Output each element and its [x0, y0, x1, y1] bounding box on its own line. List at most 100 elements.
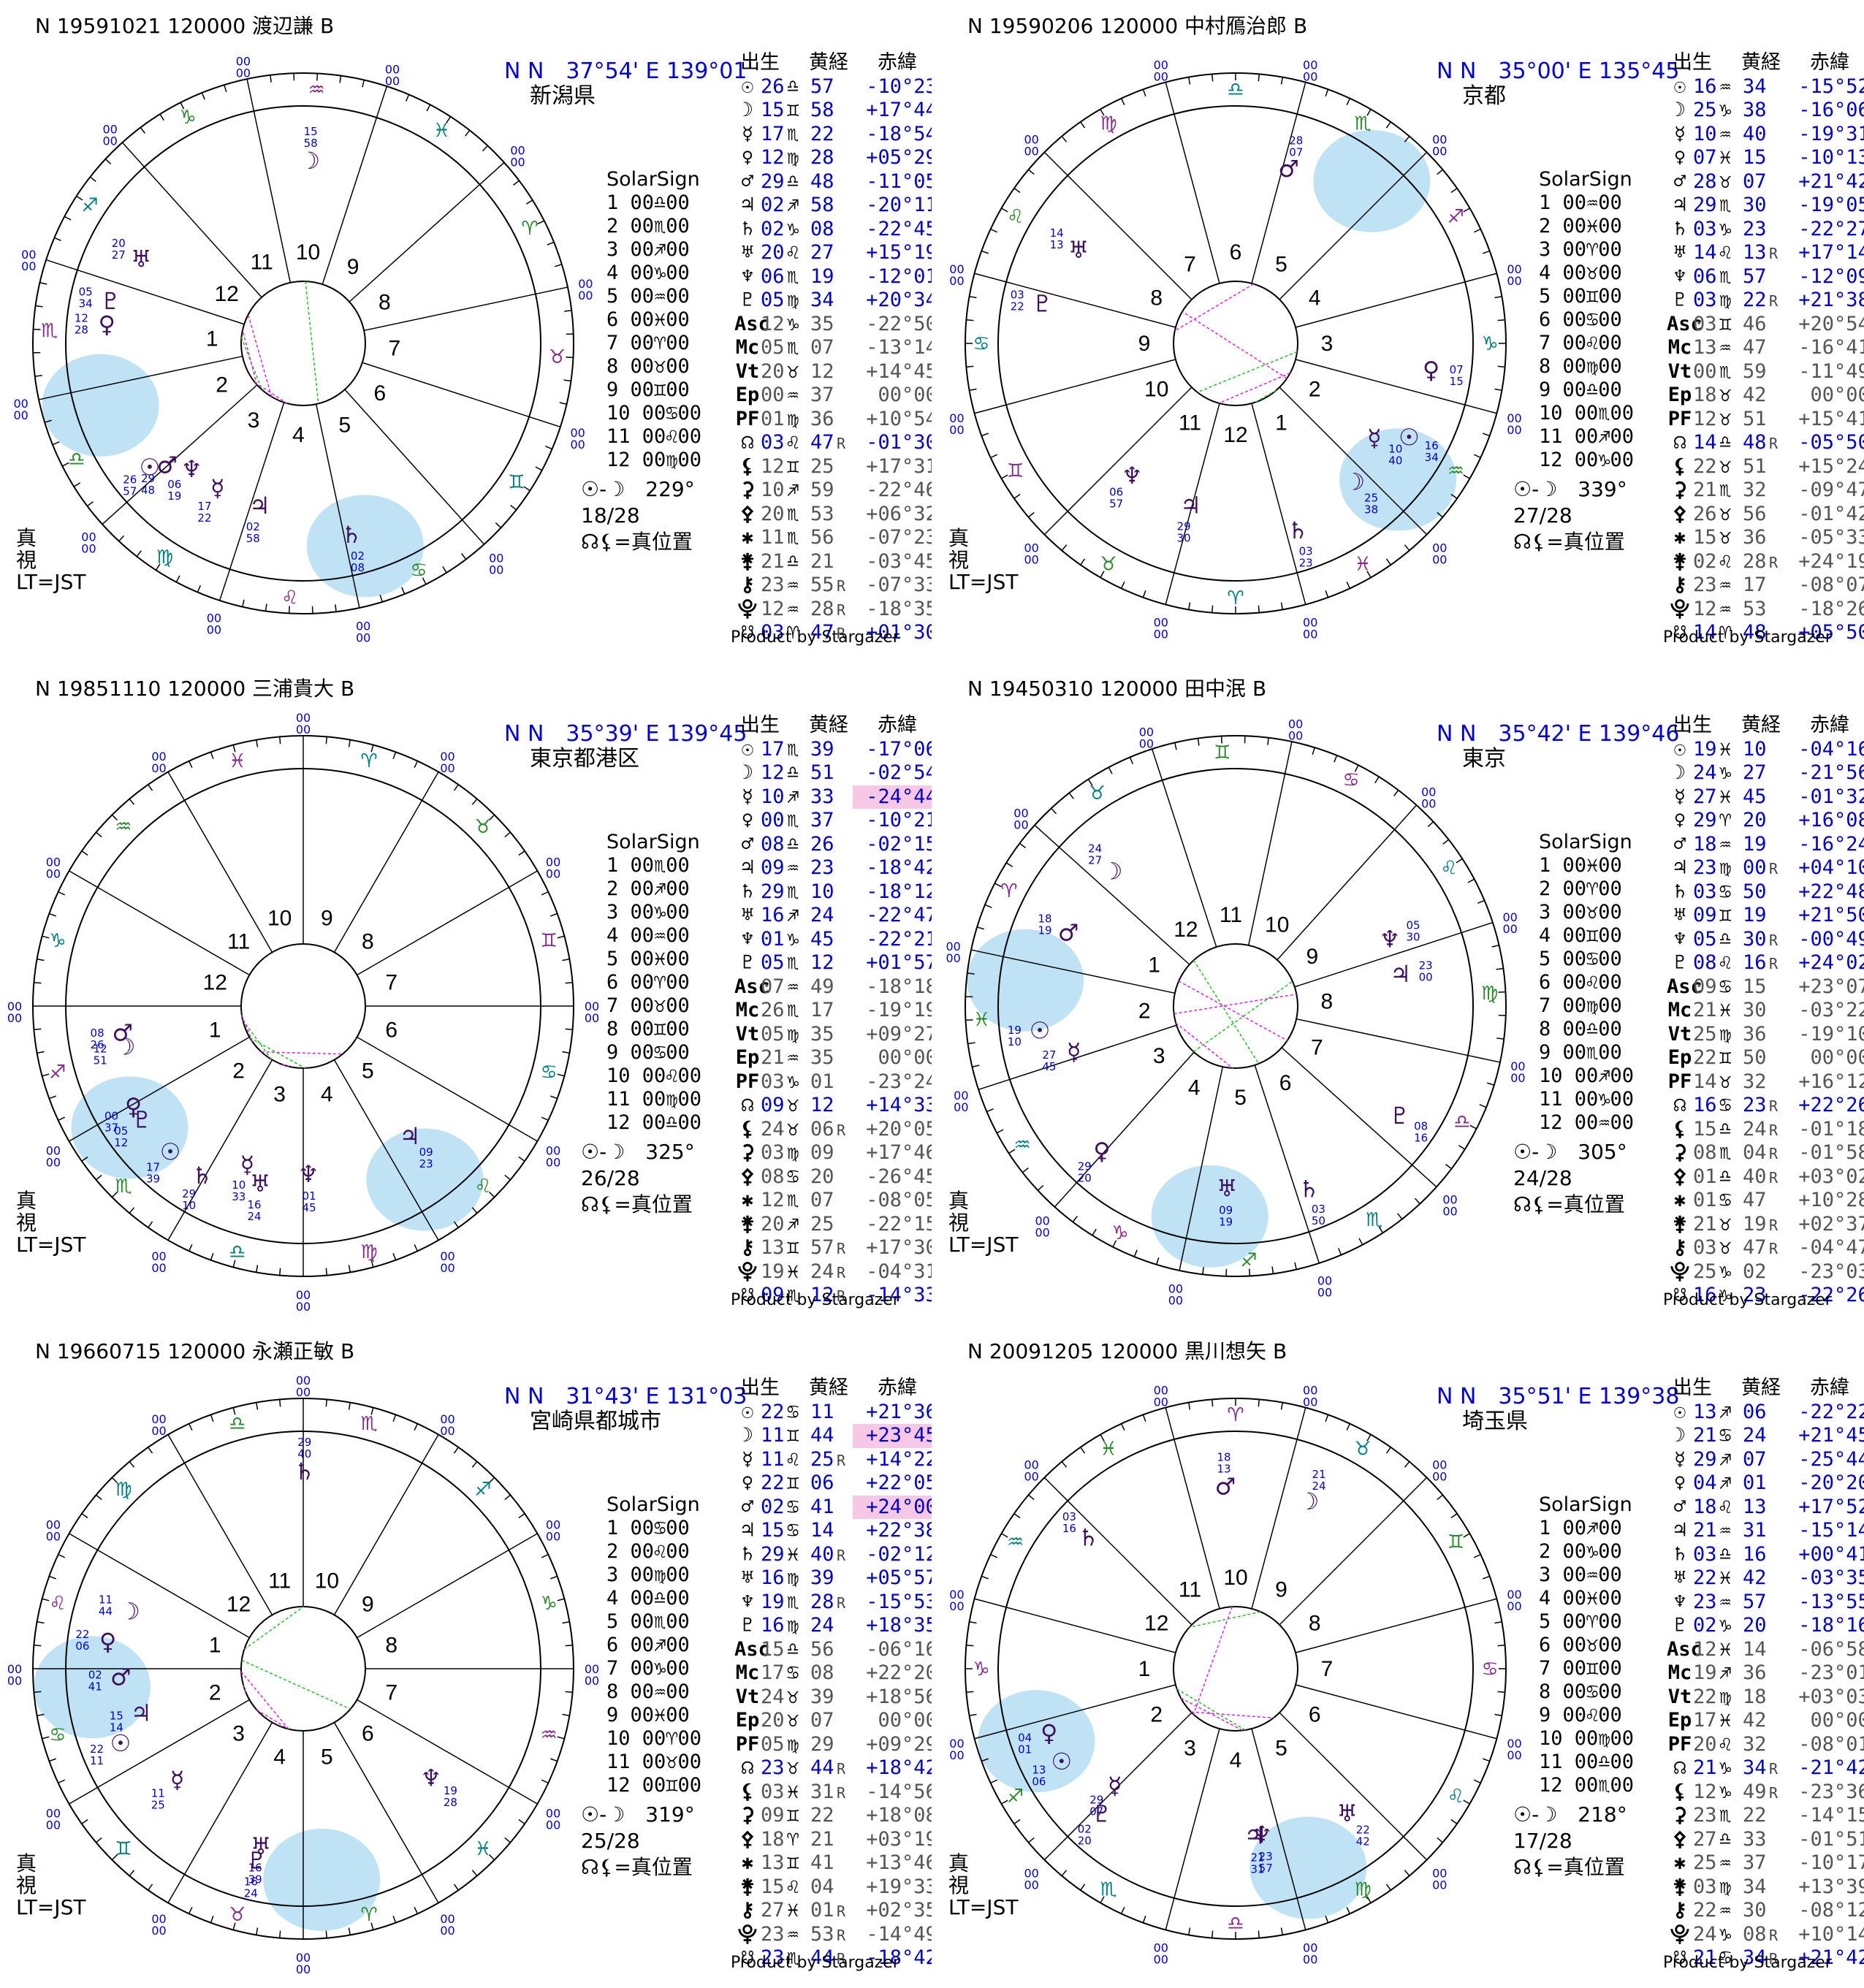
longitude-degree: 03 [761, 1070, 785, 1093]
solar-sign-list: SolarSign 1 00♒00 2 00♓00 3 00♈00 4 00♉00 5 0… [1539, 168, 1634, 472]
lunar-phase: 18/28 [581, 503, 640, 528]
house-number: 6 [1230, 240, 1242, 264]
cusp-minute: 00 [546, 1156, 560, 1170]
table-row: ⚷23♒55R-07°33' [734, 574, 932, 598]
degree-tick [1022, 1168, 1029, 1173]
planet-symbol-icon: ⚵ [740, 549, 755, 573]
house-cusp [1067, 1500, 1192, 1626]
longitude-minute: 16 [1743, 1542, 1767, 1566]
retrograde-flag: R [837, 1783, 846, 1802]
longitude-minute: 12 [810, 951, 834, 974]
sign-icon: ♎ [1719, 927, 1732, 951]
cusp-degree: 00 [440, 750, 454, 763]
planet-glyph: ☽ [300, 147, 321, 175]
degree-tick [242, 599, 245, 607]
longitude-minute: 34 [1743, 1875, 1767, 1898]
planet-degree: 16 [247, 1198, 261, 1211]
declination: -23°24' [866, 1070, 932, 1093]
planet-minute: 01 [1018, 1743, 1032, 1756]
cusp-degree: 00 [1507, 1737, 1521, 1751]
degree-tick [471, 1870, 478, 1876]
longitude-degree: 12 [1693, 407, 1717, 430]
degree-tick [218, 568, 231, 601]
sign-icon: ♏ [787, 999, 799, 1021]
planet-symbol-icon: ♇ [741, 951, 754, 974]
cusp-degree: 00 [440, 1912, 454, 1926]
longitude-minute: 34 [1743, 1756, 1767, 1779]
table-row: ⚳21♏32-09°47' [1667, 479, 1864, 503]
cusp-minute: 00 [1168, 1293, 1183, 1307]
sign-icon: ♎ [1719, 1542, 1732, 1566]
sign-icon: ♏ [787, 951, 799, 974]
longitude-degree: 21 [761, 1046, 785, 1069]
sign-icon: ♑ [787, 312, 799, 335]
degree-tick [265, 603, 267, 612]
planet-symbol-icon: ♀ [741, 146, 754, 169]
cusp-minute: 00 [385, 74, 400, 88]
header-longitude: 黄経 [809, 1376, 848, 1399]
planet-table: 出生黄経赤緯☉17♏39-17°06'☽12♎51-02°54'☿10♐33-2… [734, 714, 932, 1308]
zodiac-sign: ♎ [68, 449, 85, 471]
declination: -22°50' [866, 312, 932, 335]
planet-glyph: ☿ [1367, 424, 1382, 452]
planet-symbol-icon: ☽ [741, 761, 754, 784]
house-cusp [333, 1463, 423, 1615]
planet-symbol-icon: ⯓ [737, 1922, 758, 1946]
degree-tick [537, 220, 545, 225]
planet-minute: 58 [246, 532, 260, 545]
planet-degree: 03 [1062, 1510, 1076, 1523]
longitude-degree: 03 [1693, 312, 1717, 335]
degree-tick [509, 1533, 538, 1551]
table-row: ☋03♈47R+01°30' [734, 621, 932, 645]
sun-moon-angle: ☉-☽ 305° [1513, 1140, 1627, 1164]
house-number: 10 [315, 1569, 339, 1593]
degree-tick [504, 831, 511, 838]
planet-glyph: ☉ [110, 1729, 132, 1757]
longitude-minute: 53 [810, 502, 834, 525]
planet-glyph: ☉ [160, 1138, 181, 1166]
cusp-degree: 00 [949, 1588, 964, 1602]
solar-sign-heading: SolarSign [1539, 168, 1632, 191]
shin-char: 真 [16, 1189, 37, 1213]
degree-tick [969, 1621, 977, 1624]
house-number: 1 [209, 1018, 221, 1042]
longitude-degree: 02 [761, 1495, 785, 1518]
cusp-degree: 00 [1024, 1458, 1039, 1472]
longitude-degree: 01 [1693, 1165, 1717, 1188]
planet-minute: 12 [114, 1136, 128, 1149]
longitude-minute: 41 [810, 1495, 834, 1518]
planet-symbol-icon: ♅ [741, 241, 754, 264]
planet-symbol-icon: ♂ [1673, 832, 1686, 856]
planet-degree: 01 [303, 1189, 316, 1203]
table-row: ♃29♏30-19°05' [1667, 194, 1864, 218]
declination: -11°49' [1798, 359, 1864, 383]
house-cusp [97, 1699, 250, 1789]
table-row: ☋09♏12R-14°33' [734, 1284, 932, 1308]
degree-tick [188, 761, 193, 769]
planet-minute: 19 [1038, 924, 1051, 937]
table-header: 出生 黄経 赤緯 [734, 1376, 932, 1401]
degree-tick [414, 1423, 419, 1431]
cusp-degree: 00 [46, 1518, 61, 1532]
table-row: Vt22♍18+03°03' [1667, 1686, 1864, 1710]
cusp-degree: 00 [1288, 717, 1303, 731]
cusp-degree: 00 [440, 1412, 454, 1426]
house-cusp [333, 800, 423, 953]
table-row: Asc09♋15+23°07' [1667, 975, 1864, 999]
table-row: Mc21♓30-03°22' [1667, 999, 1864, 1023]
cusp-minute: 00 [207, 623, 221, 637]
aspect-line [1255, 389, 1277, 403]
longitude-degree: 23 [1693, 574, 1717, 596]
sign-icon: ♎ [787, 549, 799, 573]
cusp-minute: 00 [356, 631, 370, 644]
degree-tick [37, 959, 45, 961]
planet-minute: 24 [244, 1886, 258, 1900]
sign-icon: ♉ [787, 1117, 799, 1140]
longitude-degree: 02 [1693, 549, 1717, 573]
house-cusp [1295, 281, 1466, 328]
sign-icon: ♋ [787, 1519, 799, 1542]
zodiac-sign: ♊ [508, 472, 525, 494]
solar-sign-entry: 1 00♐00 [1539, 1517, 1622, 1539]
table-row: ☉22♋11+21°36' [734, 1401, 932, 1425]
shin-char: 真 [948, 1851, 970, 1875]
